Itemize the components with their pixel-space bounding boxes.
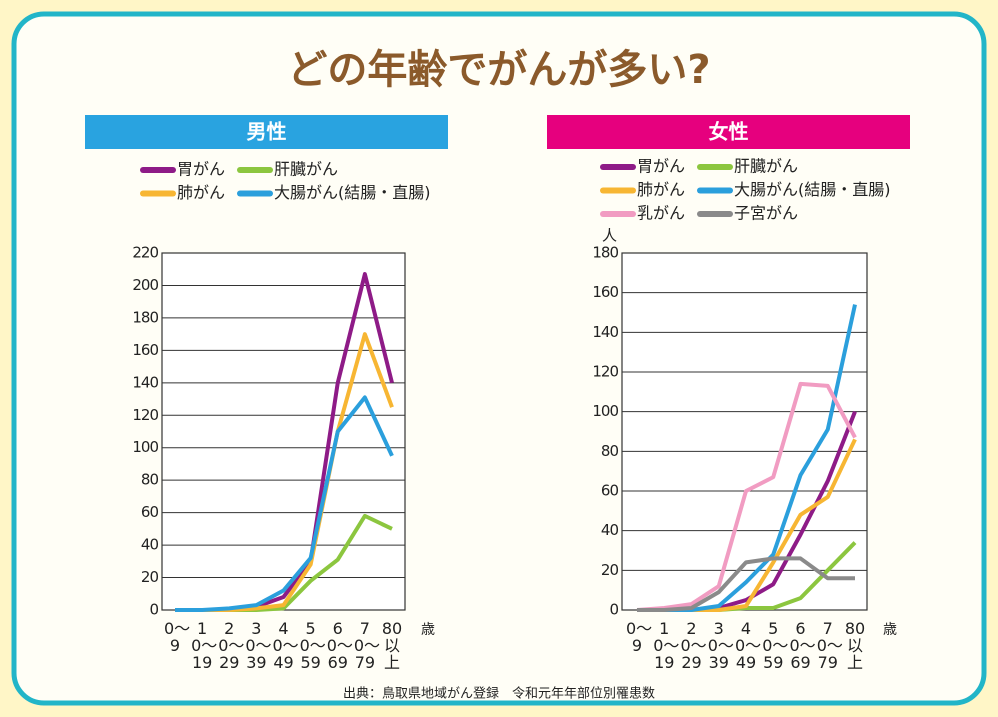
legend-label: 子宮がん xyxy=(734,204,798,223)
header-bar xyxy=(85,115,448,149)
chart-title: 女性 xyxy=(709,120,749,144)
x-tick-label: 20〜29 xyxy=(218,619,245,672)
y-tick-label: 0 xyxy=(149,601,158,619)
x-tick-label: 50〜59 xyxy=(299,619,326,672)
x-axis-label: 歳 xyxy=(883,622,897,638)
y-tick-label: 40 xyxy=(601,521,619,539)
x-tick-label: 40〜49 xyxy=(272,619,299,672)
x-tick-label: 10〜19 xyxy=(653,619,680,672)
page-title: どの年齢でがんが多い? xyxy=(287,47,710,93)
legend-label: 乳がん xyxy=(637,204,685,223)
plot-area xyxy=(161,252,406,611)
y-tick-label: 60 xyxy=(141,503,159,521)
x-tick-label: 70〜79 xyxy=(816,619,843,672)
y-tick-label: 0 xyxy=(609,601,618,619)
x-tick-label: 0〜9 xyxy=(626,619,653,655)
x-tick-label: 30〜39 xyxy=(707,619,734,672)
y-tick-label: 80 xyxy=(601,442,619,460)
legend-label: 肝臓がん xyxy=(274,160,338,179)
y-tick-label: 160 xyxy=(592,283,618,301)
legend-label: 肺がん xyxy=(637,180,685,199)
x-tick-label: 60〜69 xyxy=(789,619,816,672)
series-line xyxy=(175,395,394,612)
y-tick-label: 180 xyxy=(592,244,618,262)
legend-label: 大腸がん(結腸・直腸) xyxy=(274,183,431,202)
series-line xyxy=(637,556,855,612)
y-axis-label: 人 xyxy=(602,227,617,245)
plot-area xyxy=(621,252,868,611)
x-tick-label: 20〜29 xyxy=(680,619,707,672)
x-tick-label: 70〜79 xyxy=(353,619,381,672)
y-tick-label: 100 xyxy=(592,402,618,420)
x-axis-label: 歳 xyxy=(421,622,435,638)
x-tick-label: 10〜19 xyxy=(191,619,218,672)
y-tick-label: 120 xyxy=(592,363,618,381)
legend-label: 肺がん xyxy=(177,183,225,202)
x-tick-label: 40〜49 xyxy=(735,619,762,672)
legend-label: 肝臓がん xyxy=(734,157,798,176)
x-tick-label: 60〜69 xyxy=(326,619,353,672)
y-tick-label: 100 xyxy=(132,438,158,456)
y-tick-label: 60 xyxy=(601,482,619,500)
series-line xyxy=(636,381,857,612)
y-tick-label: 120 xyxy=(132,406,158,424)
legend-label: 胃がん xyxy=(637,157,685,176)
y-tick-label: 140 xyxy=(592,323,618,341)
y-tick-label: 200 xyxy=(132,276,158,294)
y-tick-label: 20 xyxy=(141,568,159,586)
x-tick-label: 30〜39 xyxy=(245,619,272,672)
chart-title: 男性 xyxy=(247,120,287,144)
x-tick-label: 50〜59 xyxy=(762,619,789,672)
y-tick-label: 160 xyxy=(132,341,158,359)
x-tick-label: 0〜9 xyxy=(164,619,191,655)
y-tick-label: 40 xyxy=(141,536,159,554)
y-tick-label: 80 xyxy=(141,471,159,489)
source: 出典：鳥取県地域がん登録 令和元年年部位別罹患数 xyxy=(343,687,655,702)
y-tick-label: 20 xyxy=(601,561,619,579)
legend-label: 大腸がん(結腸・直腸) xyxy=(734,180,891,199)
y-tick-label: 220 xyxy=(132,244,158,262)
y-tick-label: 180 xyxy=(132,308,158,326)
y-tick-label: 140 xyxy=(132,373,158,391)
legend-label: 胃がん xyxy=(177,160,225,179)
header-bar xyxy=(547,115,910,149)
x-tick-label: 80以上 xyxy=(381,619,403,672)
x-tick-label: 80以上 xyxy=(844,619,866,672)
